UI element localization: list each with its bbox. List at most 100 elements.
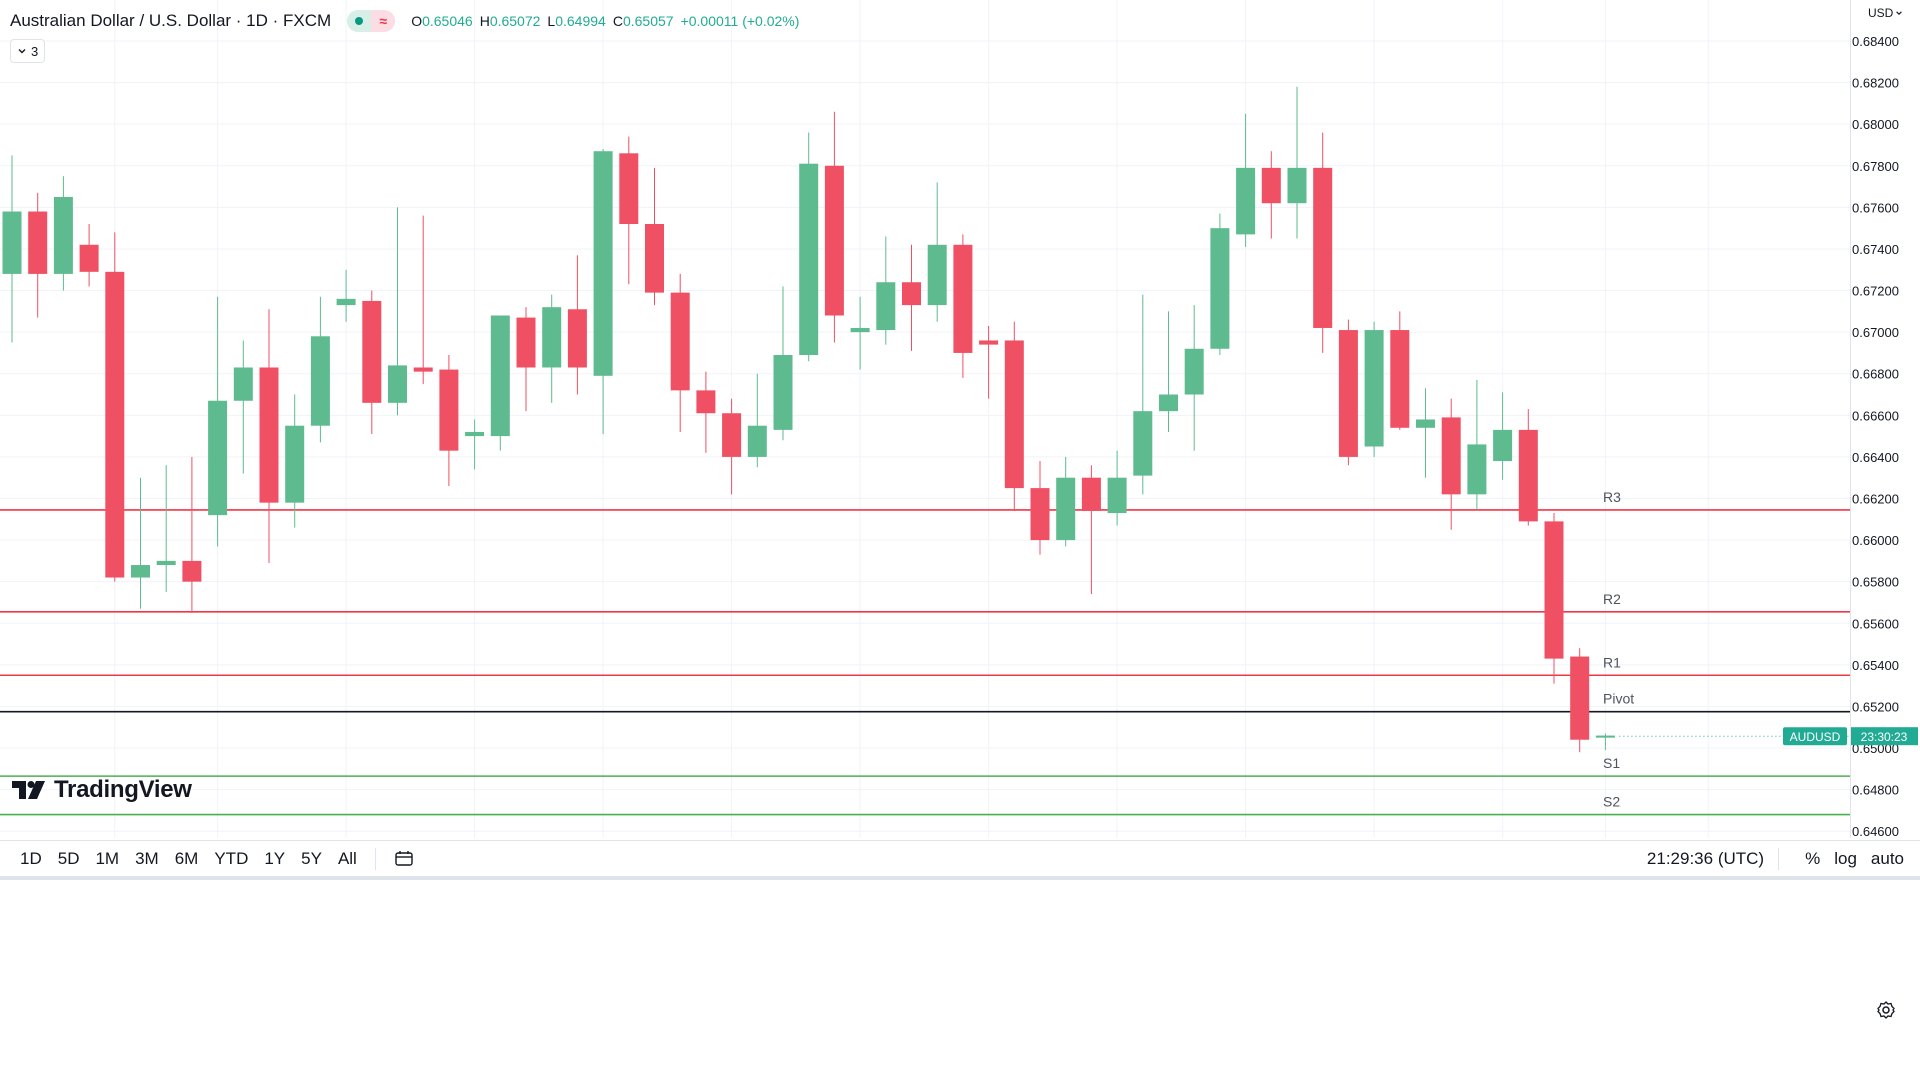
candle[interactable] <box>1004 321 1024 511</box>
tradingview-logo[interactable]: TradingView <box>12 776 192 804</box>
candle[interactable] <box>799 132 819 362</box>
candle[interactable] <box>593 149 613 435</box>
horizontal-scrollbar[interactable] <box>0 876 1920 880</box>
utc-clock[interactable]: 21:29:36 (UTC) <box>1646 849 1765 868</box>
chart-header: Australian Dollar / U.S. Dollar · 1D · F… <box>10 8 799 34</box>
candle[interactable] <box>208 296 228 547</box>
candle[interactable] <box>876 236 896 345</box>
candle[interactable] <box>927 182 947 322</box>
candle[interactable] <box>953 234 973 378</box>
auto-scale-toggle[interactable]: auto <box>1870 849 1904 868</box>
candle[interactable] <box>388 207 407 416</box>
period-3m-button[interactable]: 3M <box>135 849 159 868</box>
period-1y-button[interactable]: 1Y <box>264 849 286 868</box>
candle[interactable] <box>1518 409 1538 526</box>
candle[interactable] <box>1210 213 1230 356</box>
candle[interactable] <box>1390 311 1410 430</box>
market-status-pill[interactable]: ≈ <box>347 10 396 32</box>
indicators-toggle-button[interactable]: 3 <box>10 39 46 63</box>
candle[interactable] <box>131 477 150 609</box>
candle[interactable] <box>722 398 742 495</box>
candle[interactable] <box>362 290 382 435</box>
candle[interactable] <box>1236 113 1256 247</box>
candle-body <box>1056 477 1076 541</box>
period-5d-button[interactable]: 5D <box>57 849 80 868</box>
candle[interactable] <box>2 155 22 343</box>
candle[interactable] <box>1313 132 1333 353</box>
candle[interactable] <box>1493 392 1513 480</box>
symbol-title[interactable]: Australian Dollar / U.S. Dollar · 1D · F… <box>10 11 332 30</box>
candle[interactable] <box>696 371 716 453</box>
candle[interactable] <box>259 309 279 563</box>
candle-body <box>670 292 690 391</box>
period-1m-button[interactable]: 1M <box>95 849 120 868</box>
candle[interactable] <box>28 192 48 318</box>
period-all-button[interactable]: All <box>337 849 357 868</box>
candle[interactable] <box>336 269 356 322</box>
percent-scale-toggle[interactable]: % <box>1805 849 1821 868</box>
candle[interactable] <box>233 340 253 474</box>
candle[interactable] <box>310 296 330 443</box>
candle[interactable] <box>516 307 536 412</box>
candle[interactable] <box>105 232 125 582</box>
candle[interactable] <box>1416 388 1435 478</box>
candle[interactable] <box>53 176 73 291</box>
period-1d-button[interactable]: 1D <box>20 849 42 868</box>
candle[interactable] <box>1570 648 1590 753</box>
candle[interactable] <box>1159 311 1178 432</box>
currency-selector[interactable]: USD <box>1868 6 1903 20</box>
candle[interactable] <box>567 255 587 395</box>
candle[interactable] <box>465 419 485 470</box>
candle[interactable] <box>1184 305 1204 451</box>
candle[interactable] <box>1261 151 1281 239</box>
candle[interactable] <box>1107 450 1127 526</box>
candle-body <box>516 317 536 368</box>
log-scale-toggle[interactable]: log <box>1834 849 1857 868</box>
candle[interactable] <box>413 215 433 385</box>
period-6m-button[interactable]: 6M <box>174 849 199 868</box>
candle[interactable] <box>1030 461 1050 555</box>
candle[interactable] <box>490 315 510 451</box>
candle[interactable] <box>670 273 690 432</box>
period-ytd-button[interactable]: YTD <box>214 849 249 868</box>
price-tick-label: 0.68000 <box>1852 117 1899 132</box>
chart-settings-button[interactable] <box>1876 1000 1896 1025</box>
period-5y-button[interactable]: 5Y <box>301 849 322 868</box>
candle-body <box>1570 656 1590 740</box>
candle[interactable] <box>747 373 767 468</box>
candle-body <box>2 211 22 274</box>
bottom-toolbar: 1D 5D 1M 3M 6M YTD 1Y 5Y All 21:29:36 (UTC) % lo… <box>0 840 1920 877</box>
candle[interactable] <box>542 294 562 403</box>
candle[interactable] <box>156 465 176 593</box>
candle[interactable] <box>1364 321 1384 457</box>
candle[interactable] <box>850 296 870 370</box>
candle[interactable] <box>1544 513 1564 684</box>
candle[interactable] <box>645 167 664 306</box>
candle[interactable] <box>1056 456 1076 547</box>
candle[interactable] <box>773 286 793 441</box>
date-range-button[interactable] <box>390 847 418 871</box>
ohlc-high: H0.65072 <box>479 13 541 29</box>
candle[interactable] <box>619 136 639 285</box>
candle[interactable] <box>79 224 99 287</box>
price-chart[interactable]: R3R2R1PivotS1S2S3 0.684000.682000.680000… <box>0 0 1920 838</box>
candle[interactable] <box>1081 465 1101 595</box>
candle-body <box>1004 340 1024 489</box>
candle[interactable] <box>1338 319 1358 466</box>
candle[interactable] <box>1287 86 1307 239</box>
candle[interactable] <box>1595 733 1615 751</box>
candle[interactable] <box>285 394 305 528</box>
candle[interactable] <box>439 355 459 487</box>
candle[interactable] <box>979 325 999 399</box>
candle[interactable] <box>902 244 921 351</box>
candle[interactable] <box>1467 379 1487 509</box>
candle[interactable] <box>1441 398 1461 530</box>
candle[interactable] <box>824 111 844 343</box>
candle[interactable] <box>1133 294 1153 495</box>
candle-body <box>1287 167 1307 204</box>
candles[interactable] <box>2 86 1615 753</box>
price-tick-label: 0.68400 <box>1852 34 1899 49</box>
candle[interactable] <box>182 456 202 613</box>
candle-body <box>439 369 459 451</box>
price-axis[interactable]: 0.68400 0.68200 0.68000 0.67800 0.67600 0.674… <box>1852 34 1899 838</box>
